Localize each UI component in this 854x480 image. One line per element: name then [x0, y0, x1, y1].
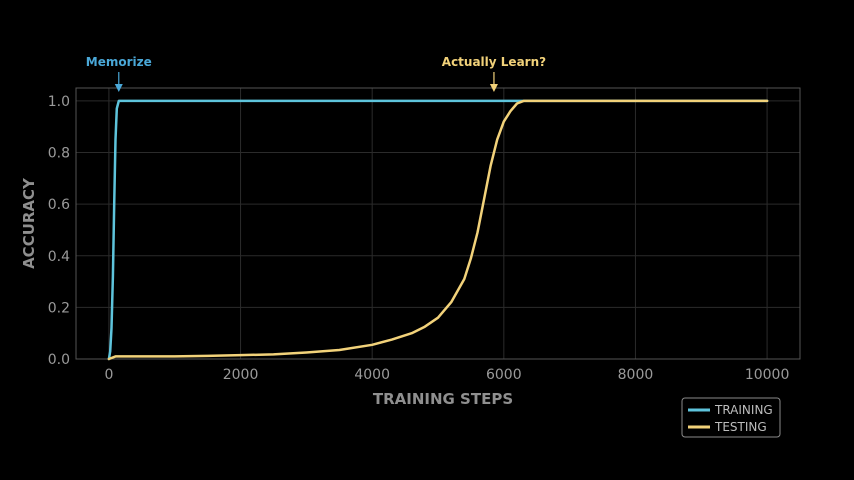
annotations: Memorize Actually Learn?: [86, 55, 546, 92]
series-line-training: [107, 99, 769, 361]
annotation-label: Actually Learn?: [442, 55, 546, 69]
x-tick-label: 6000: [486, 367, 522, 383]
y-axis-label: ACCURACY: [20, 177, 38, 269]
annotation-label: Memorize: [86, 55, 152, 69]
y-tick-label: 0.8: [48, 146, 70, 162]
legend: TRAINING TESTING: [681, 397, 781, 438]
tick-labels: 0 2000 4000 6000 8000 10000 0.0 0.2 0.4 0.6 0.8 1.0: [48, 94, 790, 383]
annotation-arrowhead: [114, 84, 123, 92]
y-tick-label: 0.2: [48, 300, 70, 316]
series-lines: [107, 99, 769, 361]
series-line-testing: [107, 99, 769, 361]
x-axis-label: TRAINING STEPS: [373, 390, 513, 408]
x-tick-label: 2000: [223, 367, 259, 383]
annotation-arrowhead: [489, 84, 498, 92]
legend-label: TRAINING: [714, 403, 773, 417]
x-tick-label: 0: [104, 367, 113, 383]
legend-label: TESTING: [714, 420, 767, 434]
y-tick-label: 1.0: [48, 94, 70, 110]
y-tick-label: 0.4: [48, 249, 70, 265]
y-tick-label: 0.6: [48, 197, 70, 213]
x-tick-label: 10000: [745, 367, 790, 383]
plot-frame: [75, 87, 801, 360]
x-tick-label: 4000: [354, 367, 390, 383]
x-tick-label: 8000: [618, 367, 654, 383]
y-tick-label: 0.0: [48, 352, 70, 368]
